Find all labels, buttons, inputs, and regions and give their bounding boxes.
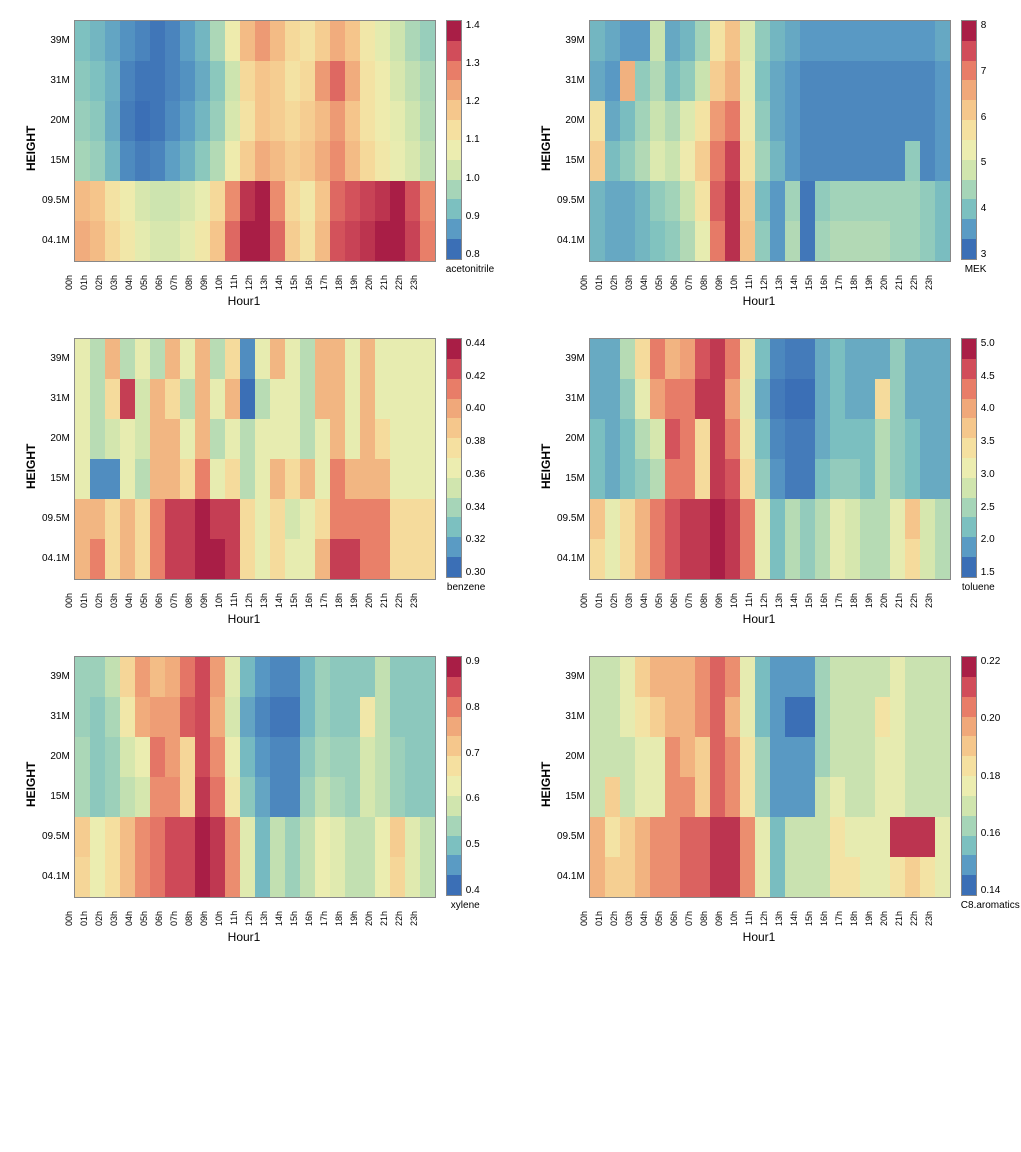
x-axis-ticks: 00h01h02h03h04h05h06h07h08h09h10h11h12h1… xyxy=(535,911,939,926)
colorbar: 5.04.54.03.53.02.52.01.5toluene xyxy=(961,338,995,593)
heatmap xyxy=(74,20,436,262)
compound-label: MEK xyxy=(961,264,987,275)
colorbar: 1.41.31.21.11.00.90.8acetonitrile xyxy=(446,20,494,275)
y-axis-ticks: 39M31M20M15M09.5M04.1M xyxy=(557,20,589,260)
y-axis-label: HEIGHT xyxy=(20,346,42,586)
compound-label: acetonitrile xyxy=(446,264,494,275)
x-axis-label: Hour1 xyxy=(535,612,939,626)
colorbar: 0.220.200.180.160.14C8.aromatics xyxy=(961,656,1020,911)
y-axis-ticks: 39M31M20M15M09.5M04.1M xyxy=(42,656,74,896)
y-axis-label: HEIGHT xyxy=(535,664,557,904)
y-axis-label: HEIGHT xyxy=(535,28,557,268)
y-axis-label: HEIGHT xyxy=(535,346,557,586)
colorbar: 0.90.80.70.60.50.4xylene xyxy=(446,656,480,911)
y-axis-ticks: 39M31M20M15M09.5M04.1M xyxy=(42,20,74,260)
x-axis-label: Hour1 xyxy=(20,294,424,308)
x-axis-label: Hour1 xyxy=(20,930,424,944)
x-axis-ticks: 00h01h02h03h04h05h06h07h08h09h10h11h12h1… xyxy=(20,275,424,290)
panel-benzene: HEIGHT39M31M20M15M09.5M04.1M 0.440.420.40… xyxy=(20,338,505,626)
compound-label: benzene xyxy=(446,582,485,593)
heatmap xyxy=(74,656,436,898)
colorbar: 876543MEK xyxy=(961,20,987,275)
panel-toluene: HEIGHT39M31M20M15M09.5M04.1M 5.04.54.03.5… xyxy=(535,338,1020,626)
y-axis-ticks: 39M31M20M15M09.5M04.1M xyxy=(42,338,74,578)
panel-C8.aromatics: HEIGHT39M31M20M15M09.5M04.1M 0.220.200.18… xyxy=(535,656,1020,944)
heatmap xyxy=(74,338,436,580)
y-axis-label: HEIGHT xyxy=(20,664,42,904)
y-axis-ticks: 39M31M20M15M09.5M04.1M xyxy=(557,656,589,896)
compound-label: xylene xyxy=(446,900,480,911)
x-axis-ticks: 00h01h02h03h04h05h06h07h08h09h10h11h12h1… xyxy=(535,275,939,290)
x-axis-ticks: 00h01h02h03h04h05h06h07h08h09h10h11h12h1… xyxy=(535,593,939,608)
compound-label: toluene xyxy=(961,582,995,593)
y-axis-ticks: 39M31M20M15M09.5M04.1M xyxy=(557,338,589,578)
chart-grid: HEIGHT39M31M20M15M09.5M04.1M1.41.31.21.1… xyxy=(20,20,1020,944)
colorbar: 0.440.420.400.380.360.340.320.30benzene xyxy=(446,338,485,593)
panel-xylene: HEIGHT39M31M20M15M09.5M04.1M 0.90.80.70.6… xyxy=(20,656,505,944)
x-axis-ticks: 00h01h02h03h04h05h06h07h08h09h10h11h12h1… xyxy=(20,911,424,926)
x-axis-label: Hour1 xyxy=(20,612,424,626)
panel-acetonitrile: HEIGHT39M31M20M15M09.5M04.1M 1.41.31.21.1… xyxy=(20,20,505,308)
y-axis-label: HEIGHT xyxy=(20,28,42,268)
compound-label: C8.aromatics xyxy=(961,900,1020,911)
x-axis-label: Hour1 xyxy=(535,294,939,308)
heatmap xyxy=(589,338,951,580)
panel-MEK: HEIGHT39M31M20M15M09.5M04.1M 876543MEK 00h… xyxy=(535,20,1020,308)
heatmap xyxy=(589,20,951,262)
heatmap xyxy=(589,656,951,898)
x-axis-label: Hour1 xyxy=(535,930,939,944)
x-axis-ticks: 00h01h02h03h04h05h06h07h08h09h10h11h12h1… xyxy=(20,593,424,608)
